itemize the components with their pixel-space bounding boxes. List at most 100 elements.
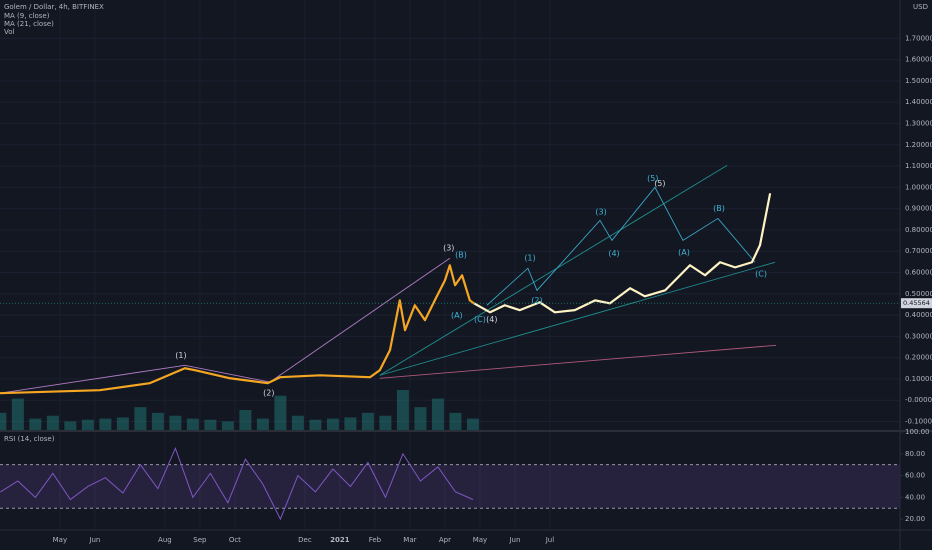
trend-line — [0, 257, 451, 394]
rsi-title: RSI (14, close) — [4, 435, 55, 443]
x-tick-label: Feb — [369, 536, 382, 544]
volume-bar — [204, 419, 217, 430]
volume-bar — [396, 390, 409, 430]
volume-bar — [309, 419, 322, 430]
x-tick-label: Aug — [158, 536, 172, 544]
volume-bar — [466, 418, 479, 430]
x-tick-label: Dec — [298, 536, 312, 544]
wave-label: (2) — [531, 296, 542, 305]
wave-label: (3) — [595, 208, 606, 217]
y-tick-label: 0.90000 — [905, 205, 932, 213]
rsi-tick-label: 60.00 — [905, 472, 925, 480]
volume-bar — [256, 418, 269, 430]
price-line — [0, 264, 475, 395]
grid — [0, 0, 900, 530]
volume-bar — [449, 412, 462, 430]
y-tick-label: 1.70000 — [905, 34, 932, 42]
y-tick-label: 0.60000 — [905, 268, 932, 276]
x-tick-label: May — [473, 536, 487, 544]
rsi-band — [0, 464, 900, 509]
volume-bar — [99, 418, 112, 430]
x-tick-label: Oct — [229, 536, 241, 544]
volume-bar — [186, 418, 199, 430]
wave-label: (4) — [486, 315, 497, 324]
indicator-label: Vol — [4, 28, 15, 36]
wave-label: (A) — [451, 311, 463, 320]
wave-label: (C) — [474, 315, 486, 324]
y-tick-label: 1.40000 — [905, 98, 932, 106]
volume-bar — [291, 415, 304, 430]
x-tick-label: Sep — [193, 536, 207, 544]
y-tick-label: 1.20000 — [905, 141, 932, 149]
trend-line — [379, 344, 777, 379]
volume-bar — [0, 412, 7, 430]
indicator-label: MA (21, close) — [4, 20, 54, 28]
trend-line — [379, 261, 776, 376]
wave-label: (4) — [608, 249, 619, 258]
x-tick-label: Mar — [403, 536, 416, 544]
wave-label: (5) — [654, 179, 665, 188]
y-tick-label: 1.00000 — [905, 183, 932, 191]
trend-line — [379, 165, 728, 376]
x-tick-label: May — [53, 536, 67, 544]
volume-bar — [414, 407, 427, 430]
volume-bar — [221, 421, 234, 430]
y-tick-label: 1.60000 — [905, 56, 932, 64]
y-tick-label: 0.20000 — [905, 354, 932, 362]
y-tick-label: 0.70000 — [905, 247, 932, 255]
volume-bar — [134, 407, 147, 430]
rsi-line — [0, 446, 474, 521]
volume-bar — [81, 419, 94, 430]
volume-bar — [361, 412, 374, 430]
wave-label: (B) — [455, 251, 467, 260]
last-price-box — [901, 298, 932, 309]
trend-line — [486, 186, 756, 306]
wave-label: (1) — [524, 254, 535, 263]
volume-bar — [116, 417, 129, 430]
y-tick-label: -0.00000 — [905, 396, 932, 404]
volume-bar — [379, 415, 392, 430]
wave-label: (5) — [647, 174, 658, 183]
wave-label: (3) — [443, 244, 454, 253]
y-tick-label: 0.30000 — [905, 332, 932, 340]
currency-label: USD — [913, 3, 928, 11]
x-tick-label: Apr — [439, 536, 451, 544]
y-tick-label: 0.40000 — [905, 311, 932, 319]
wave-label: (B) — [713, 204, 725, 213]
main-pane: (1)(2)(3)(B)(A) (C) (4)(1)(2)(3)(4)(5)(5)(… — [0, 165, 900, 430]
rsi-pane — [0, 446, 900, 521]
volume-bar — [151, 412, 164, 430]
last-price-label: 0.45564 — [903, 299, 930, 307]
wave-label: (2) — [263, 389, 274, 398]
volume-bar — [29, 418, 42, 430]
volume-bar — [274, 395, 287, 430]
volume-bar — [11, 398, 24, 430]
rsi-tick-label: 80.00 — [905, 450, 925, 458]
chart-title: Golem / Dollar, 4h, BITFINEX — [4, 3, 104, 11]
y-tick-label: 0.50000 — [905, 290, 932, 298]
volume-bar — [169, 415, 182, 430]
wave-label: (C) — [755, 270, 767, 279]
x-tick-label: Jul — [545, 536, 555, 544]
wave-label: (A) — [678, 248, 690, 257]
y-tick-label: 1.50000 — [905, 77, 932, 85]
volume-bar — [326, 418, 339, 430]
wave-label: (1) — [175, 351, 186, 360]
y-tick-label: 1.30000 — [905, 119, 932, 127]
y-tick-label: 0.10000 — [905, 375, 932, 383]
rsi-tick-label: 20.00 — [905, 515, 925, 523]
rsi-tick-label: 40.00 — [905, 493, 925, 501]
price-line — [473, 193, 772, 314]
volume-bar — [431, 398, 444, 430]
indicator-label: MA (9, close) — [4, 12, 50, 20]
rsi-tick-label: 100.00 — [905, 428, 930, 436]
volume-bar — [46, 415, 59, 430]
x-tick-label: 2021 — [330, 536, 350, 544]
y-tick-label: 0.80000 — [905, 226, 932, 234]
y-tick-label: -0.10000 — [905, 417, 932, 425]
y-tick-label: 1.10000 — [905, 162, 932, 170]
volume-bar — [239, 410, 252, 430]
